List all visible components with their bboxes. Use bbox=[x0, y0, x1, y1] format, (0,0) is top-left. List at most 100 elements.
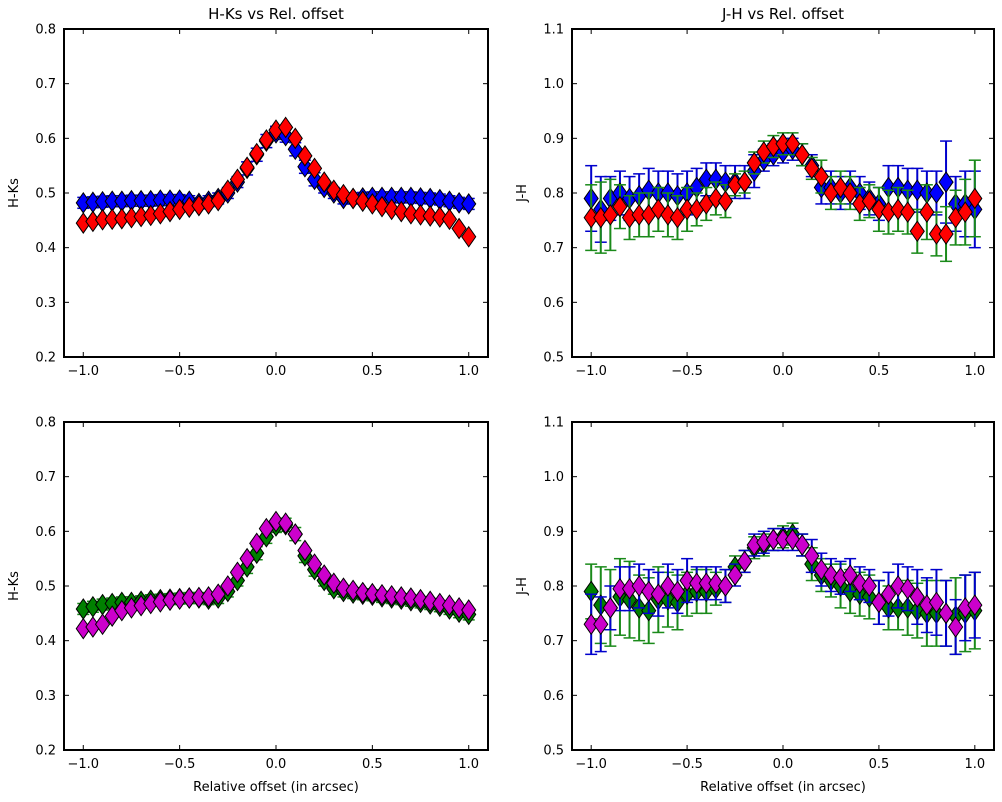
data-point bbox=[842, 564, 858, 586]
data-point bbox=[880, 583, 897, 606]
y-tick-label: 0.9 bbox=[543, 525, 564, 540]
data-point bbox=[957, 201, 973, 224]
data-point bbox=[306, 168, 323, 191]
panel-4: −1.0 −0.5 0.0 0.5 1.0 0.5 0.6 0.7 0.8 0.9 1.0 1.1 J-… bbox=[515, 416, 995, 795]
data-point bbox=[451, 596, 467, 619]
y-tick-label: 1.0 bbox=[543, 77, 564, 92]
y-axis-label: H-Ks bbox=[7, 571, 22, 601]
y-tick-label: 0.4 bbox=[35, 241, 56, 256]
y-tick-label: 0.5 bbox=[35, 187, 56, 202]
data-point bbox=[890, 198, 906, 221]
data-point bbox=[239, 156, 255, 179]
data-point bbox=[784, 132, 801, 155]
y-tick-label: 0.5 bbox=[543, 744, 564, 759]
series-magenta bbox=[583, 527, 983, 656]
data-point bbox=[249, 532, 265, 555]
x-axis-label: Relative offset (in arcsec) bbox=[193, 780, 359, 795]
plot-frame bbox=[63, 28, 489, 358]
data-point bbox=[316, 171, 332, 193]
data-point bbox=[909, 220, 925, 243]
y-axis-label: H-Ks bbox=[7, 178, 22, 208]
y-tick-label: 0.3 bbox=[35, 296, 56, 311]
x-tick-label: −1.0 bbox=[67, 757, 99, 772]
data-point bbox=[717, 575, 734, 597]
y-tick-label: 0.5 bbox=[543, 351, 564, 366]
plot-frame bbox=[571, 28, 995, 358]
data-point bbox=[306, 157, 323, 180]
data-point bbox=[220, 575, 236, 597]
data-point bbox=[345, 187, 361, 210]
y-tick-label: 0.6 bbox=[543, 296, 564, 311]
data-point bbox=[967, 187, 983, 210]
y-tick-label: 0.8 bbox=[543, 187, 564, 202]
data-point bbox=[364, 193, 380, 215]
x-tick-label: 0.5 bbox=[362, 364, 383, 379]
x-tick-label: −0.5 bbox=[671, 364, 703, 379]
data-point bbox=[861, 190, 877, 213]
data-point bbox=[297, 155, 313, 178]
data-point bbox=[422, 590, 438, 613]
data-point bbox=[928, 591, 945, 614]
data-point bbox=[967, 594, 983, 617]
y-tick-label: 0.6 bbox=[543, 689, 564, 704]
data-point bbox=[249, 142, 265, 165]
data-point bbox=[461, 225, 477, 248]
x-tick-label: 0.0 bbox=[773, 364, 794, 379]
data-point bbox=[669, 580, 686, 603]
data-point bbox=[441, 594, 458, 617]
data-point bbox=[804, 545, 820, 567]
y-tick-label: 1.1 bbox=[543, 23, 564, 38]
data-point bbox=[451, 217, 467, 240]
panel-3: −1.0 −0.5 0.0 0.5 1.0 0.2 0.3 0.4 0.5 0.6 0.7 0.8 H-… bbox=[7, 416, 489, 795]
data-point bbox=[451, 191, 467, 214]
series-magenta bbox=[75, 510, 477, 640]
data-point bbox=[641, 580, 657, 603]
data-point bbox=[813, 165, 829, 188]
y-tick-label: 0.7 bbox=[543, 241, 564, 256]
data-point bbox=[422, 205, 438, 227]
data-point bbox=[335, 577, 352, 600]
data-point bbox=[804, 157, 820, 180]
y-tick-label: 0.9 bbox=[543, 132, 564, 147]
data-point bbox=[938, 602, 954, 625]
panel-2: −1.0 −0.5 0.0 0.5 1.0 0.5 0.6 0.7 0.8 0.9 1.0 1.1 J-… bbox=[515, 5, 995, 379]
y-tick-label: 0.7 bbox=[35, 470, 56, 485]
y-tick-label: 0.2 bbox=[35, 351, 56, 366]
data-point bbox=[355, 581, 371, 604]
data-point bbox=[384, 584, 400, 607]
y-tick-label: 0.4 bbox=[35, 634, 56, 649]
data-point bbox=[94, 613, 111, 636]
data-point bbox=[229, 561, 246, 584]
data-point bbox=[794, 534, 810, 556]
data-point bbox=[258, 129, 274, 151]
data-point bbox=[660, 203, 676, 226]
data-point bbox=[461, 599, 477, 621]
data-point bbox=[278, 116, 294, 139]
data-point bbox=[441, 208, 458, 231]
data-point bbox=[842, 182, 858, 204]
data-point bbox=[900, 577, 916, 600]
x-axis-label: Relative offset (in arcsec) bbox=[700, 780, 866, 795]
data-point bbox=[727, 564, 743, 586]
y-tick-label: 0.7 bbox=[543, 634, 564, 649]
x-tick-label: 0.0 bbox=[773, 757, 794, 772]
data-point bbox=[239, 547, 255, 570]
data-point bbox=[268, 510, 284, 533]
data-point bbox=[900, 201, 916, 224]
data-point bbox=[210, 189, 226, 212]
data-point bbox=[890, 575, 906, 597]
data-point bbox=[364, 582, 380, 605]
data-point bbox=[393, 200, 409, 223]
data-point bbox=[345, 579, 361, 602]
x-tick-label: −1.0 bbox=[575, 364, 607, 379]
data-point bbox=[384, 198, 400, 221]
data-point bbox=[258, 517, 274, 540]
x-tick-label: −0.5 bbox=[671, 757, 703, 772]
data-point bbox=[861, 575, 877, 597]
data-point bbox=[278, 512, 294, 535]
data-point bbox=[612, 195, 628, 218]
panel-1: −1.0 −0.5 0.0 0.5 1.0 0.2 0.3 0.4 0.5 0.6 0.7 0.8 H-… bbox=[7, 5, 489, 379]
data-point bbox=[432, 206, 448, 228]
y-tick-label: 0.7 bbox=[35, 77, 56, 92]
y-tick-label: 0.5 bbox=[35, 580, 56, 595]
